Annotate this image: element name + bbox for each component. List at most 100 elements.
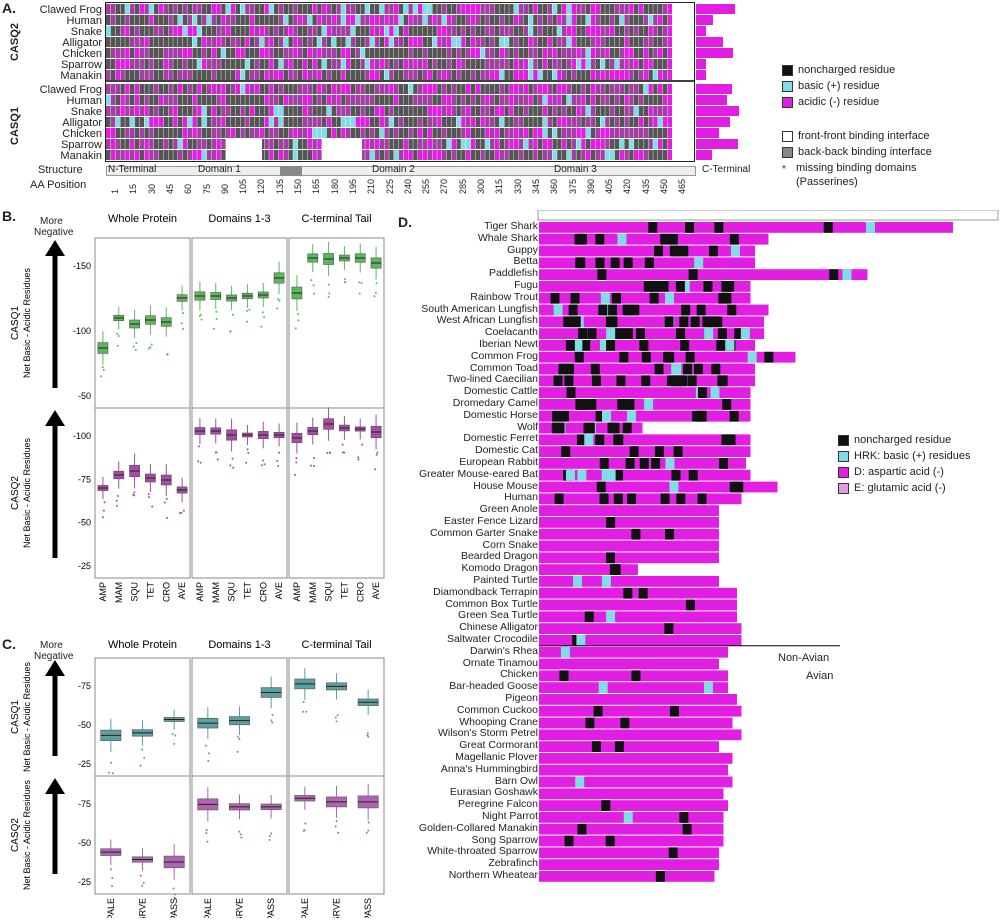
d-residue [684, 222, 694, 233]
a-heat-cell [634, 37, 639, 47]
a-heat-cell [437, 139, 442, 149]
a-heat-cell [571, 26, 576, 36]
a-heat-cell [538, 106, 543, 116]
a-heat-cell [341, 106, 346, 116]
a-heat-cell [456, 4, 461, 14]
a-heat-cell [139, 95, 144, 105]
a-heat-cell [312, 59, 317, 69]
a-heat-cell [653, 4, 658, 14]
a-heat-cell [566, 150, 572, 160]
d-residue [599, 458, 609, 469]
a-heat-cell [173, 106, 178, 116]
a-heat-cell [293, 117, 298, 127]
d-residue [626, 410, 636, 422]
a-heat-cell [490, 15, 495, 25]
a-heat-cell [475, 84, 480, 94]
a-heat-cell [634, 84, 639, 94]
a-heat-cell [230, 26, 236, 36]
arrow-head [45, 660, 65, 676]
a-heat-cell [269, 95, 274, 105]
a-heat-cell [302, 15, 308, 25]
a-heat-cell [523, 117, 528, 127]
a-heat-cell [269, 70, 274, 80]
a-heat-cell [600, 150, 605, 160]
a-heat-cell [250, 95, 255, 105]
d-residue [718, 458, 728, 469]
d-residue [687, 375, 697, 387]
d-species-label: Painted Turtle [473, 574, 538, 586]
a-heat-cell [226, 84, 231, 94]
a-heat-cell [331, 4, 336, 14]
a-heat-cell [206, 37, 212, 47]
a-heat-cell [302, 26, 308, 36]
a-heat-cell [259, 106, 264, 116]
outlier-point [205, 829, 208, 832]
a-heat-cell [178, 15, 183, 25]
a-heat-cell [614, 59, 620, 69]
a-heat-cell [499, 48, 504, 58]
a-heat-cell [250, 106, 255, 116]
a-heat-cell [206, 48, 212, 58]
a-heat-cell [298, 150, 303, 160]
a-heat-cell [370, 26, 375, 36]
a-heat-cell [408, 15, 413, 25]
a-heat-cell [418, 48, 423, 58]
a-heat-cell [610, 128, 615, 138]
a-heat-cell [370, 117, 375, 127]
a-heat-cell [629, 37, 634, 47]
a-heat-cell [494, 150, 500, 160]
a-heat-cell [418, 106, 423, 116]
outlier-point [239, 833, 242, 836]
a-heat-cell [658, 15, 663, 25]
a-heat-cell [485, 84, 490, 94]
a-heat-cell [475, 128, 480, 138]
facet-frame [288, 237, 385, 409]
a-heat-cell [470, 26, 476, 36]
a-heat-cell [355, 70, 360, 80]
a-heat-cell [638, 70, 644, 80]
a-heat-cell [269, 59, 274, 69]
a-heat-cell [149, 117, 154, 127]
a-heat-cell [197, 139, 202, 149]
d-residue [635, 328, 645, 339]
a-position-tick-label: 1 [110, 188, 120, 194]
a-heat-cell [528, 26, 533, 36]
a-heat-cell [466, 95, 471, 105]
a-heat-cell [235, 117, 240, 127]
a-heat-cell [576, 139, 581, 149]
protein-axis-label: CASQ2 [10, 476, 21, 510]
a-heat-cell [130, 95, 135, 105]
a-heat-cell [456, 84, 461, 94]
a-heat-cell [610, 15, 615, 25]
a-heat-cell [154, 106, 159, 116]
a-heat-cell [552, 117, 557, 127]
d-bar [539, 552, 719, 564]
a-heat-cell [610, 95, 615, 105]
a-legend-item: (Passerines) [796, 176, 858, 188]
d-legend-swatch [838, 466, 849, 478]
a-heat-cell [667, 26, 672, 36]
d-species-label: Zebrafinch [488, 857, 538, 870]
a-heat-cell [408, 4, 413, 14]
a-heat-cell [648, 59, 653, 69]
a-heat-cell [115, 48, 120, 58]
a-heat-cell [523, 139, 528, 149]
d-species-label: Peregrine Falcon [458, 798, 538, 811]
a-heat-cell [528, 106, 533, 116]
a-heat-cell [667, 150, 672, 160]
a-heat-cell [461, 117, 466, 127]
a-heat-cell [442, 4, 447, 14]
a-heat-cell [590, 84, 596, 94]
a-heat-cell [154, 150, 159, 160]
a-heat-cell [653, 117, 658, 127]
a-heat-cell [312, 84, 317, 94]
a-tail-bar [696, 139, 738, 149]
a-heat-cell [470, 37, 476, 47]
a-heat-cell [379, 59, 384, 69]
a-structure-label: Domain 3 [554, 164, 597, 175]
a-heat-cell [341, 48, 346, 58]
d-residue [685, 351, 695, 363]
a-heat-cell [533, 15, 538, 25]
a-heat-cell [245, 59, 250, 69]
outlier-point [271, 713, 274, 716]
